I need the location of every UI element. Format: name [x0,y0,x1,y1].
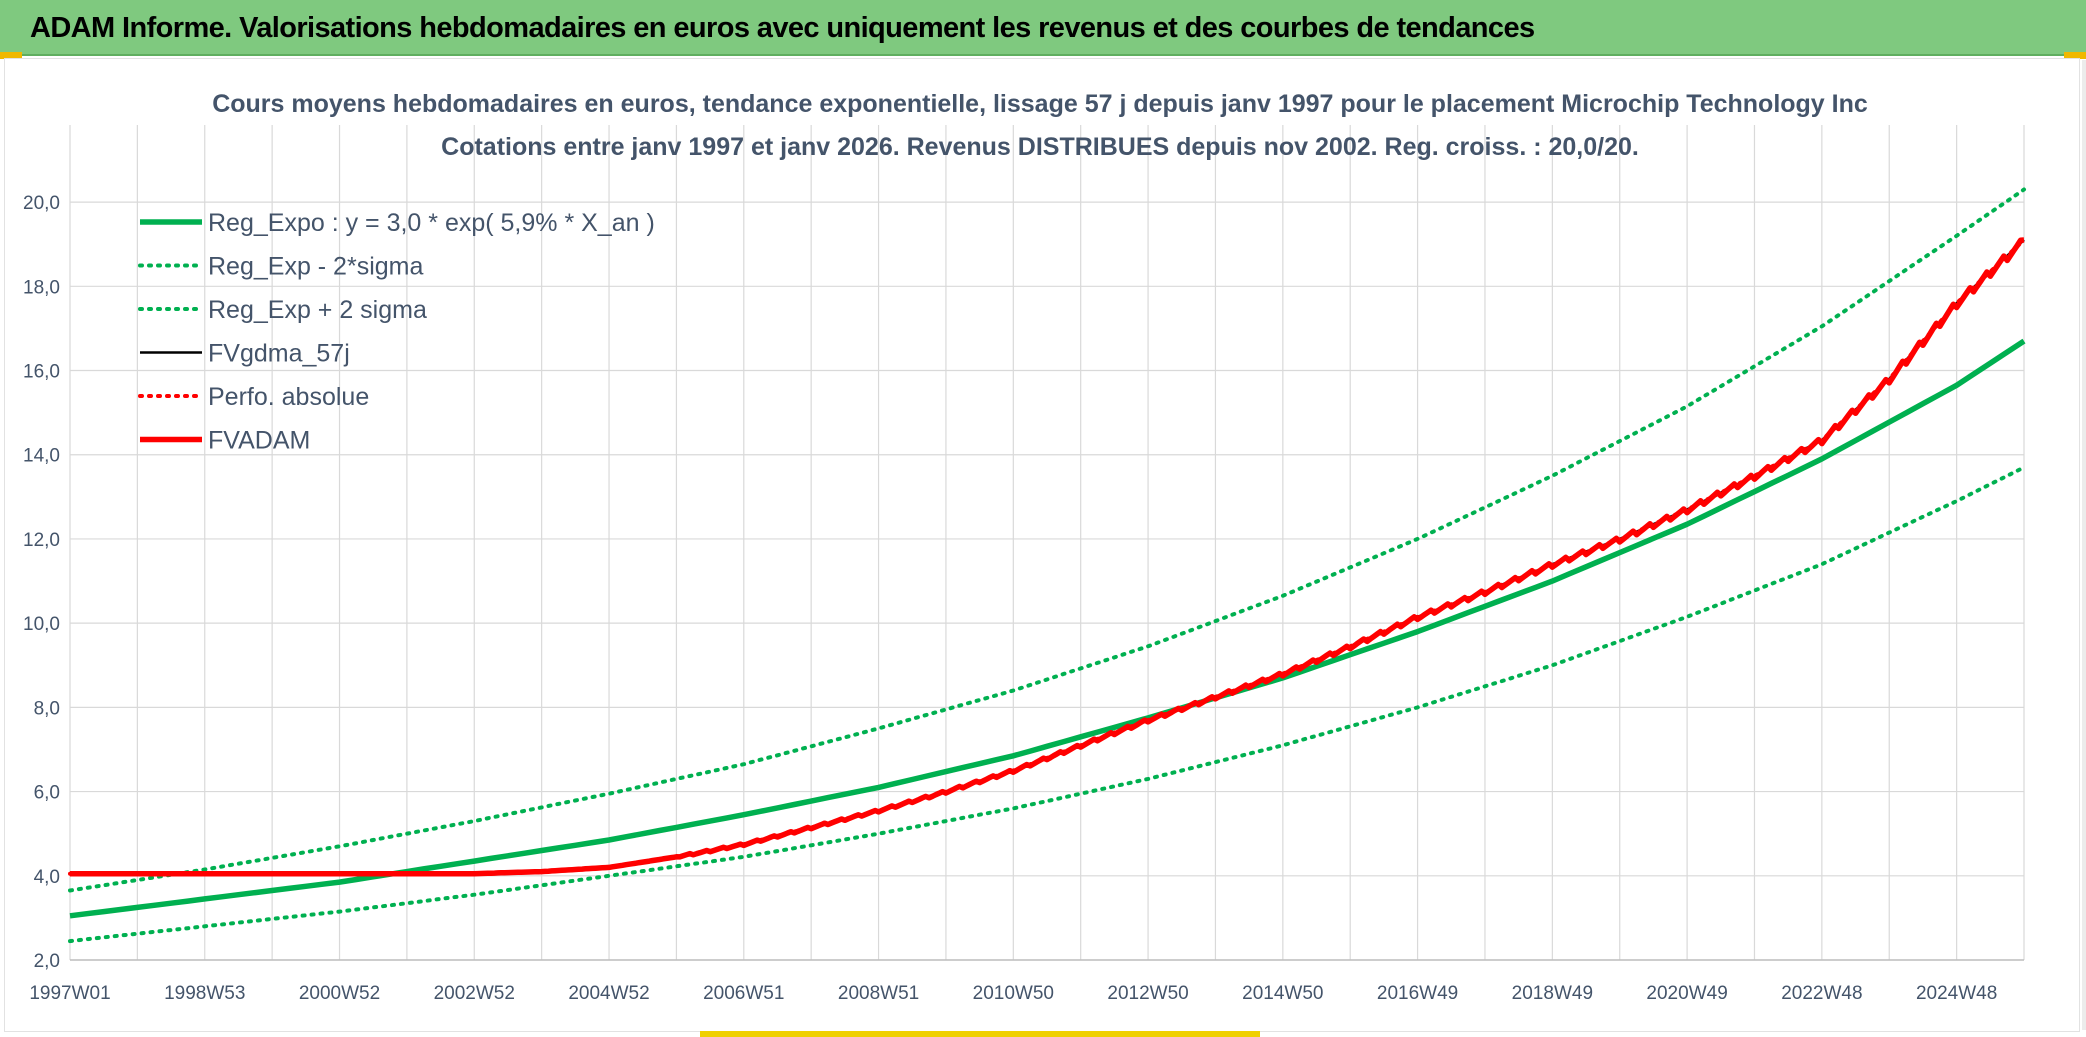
legend-label: Reg_Expo : y = 3,0 * exp( 5,9% * X_an ) [208,209,655,237]
x-tick-label: 2022W48 [1781,983,1862,1004]
legend-label: FVgdma_57j [208,340,350,368]
chart-title: Cours moyens hebdomadaires en euros, ten… [212,90,1868,118]
x-tick-label: 2016W49 [1377,983,1458,1004]
corner-accent-left [0,52,22,59]
legend-label: Perfo. absolue [208,383,369,411]
x-tick-label: 2004W52 [568,983,649,1004]
x-tick-label: 2010W50 [973,983,1054,1004]
series-line-4 [68,238,2026,876]
y-tick-label: 8,0 [34,698,60,719]
x-tick-label: 2006W51 [703,983,784,1004]
y-tick-label: 12,0 [23,530,60,551]
chart-subtitle: Cotations entre janv 1997 et janv 2026. … [441,133,1639,161]
series-line-5 [70,237,2025,877]
y-tick-label: 14,0 [23,446,60,467]
x-tick-label: 2020W49 [1646,983,1727,1004]
x-tick-label: 2002W52 [434,983,515,1004]
y-tick-label: 20,0 [23,193,60,214]
x-tick-label: 2012W50 [1107,983,1188,1004]
right-edge [2082,60,2086,1030]
y-tick-label: 2,0 [34,951,60,972]
report-banner [0,0,2086,56]
y-tick-label: 6,0 [34,783,60,804]
corner-accent-right [2064,52,2086,59]
axis-layer: 2,0 4,0 6,0 8,0 10,0 12,0 14,0 16,0 18,0 20,0 1997… [23,193,2024,1004]
series-line-2 [68,187,2026,893]
series-line-3 [70,239,2025,875]
y-tick-label: 16,0 [23,362,60,383]
x-tick-label: 2018W49 [1512,983,1593,1004]
x-tick-label: 2000W52 [299,983,380,1004]
y-tick-label: 10,0 [23,614,60,635]
x-tick-label: 1997W01 [29,983,110,1004]
report-title: ADAM Informe. Valorisations hebdomadaire… [30,12,1535,44]
legend-label: Reg_Exp + 2 sigma [208,296,427,324]
legend-label: FVADAM [208,427,310,455]
x-tick-label: 2014W50 [1242,983,1323,1004]
series-layer [68,187,2026,944]
grid-layer [69,125,2025,961]
y-tick-label: 4,0 [34,867,60,888]
x-tick-label: 2008W51 [838,983,919,1004]
series-line-0 [69,338,2026,919]
y-tick-label: 18,0 [23,277,60,298]
series-line-1 [68,465,2026,944]
legend-label: Reg_Exp - 2*sigma [208,253,423,281]
bottom-accent [700,1031,1260,1037]
x-tick-label: 2024W48 [1916,983,1997,1004]
x-tick-label: 1998W53 [164,983,245,1004]
legend: Reg_Expo : y = 3,0 * exp( 5,9% * X_an ) R… [138,209,655,455]
